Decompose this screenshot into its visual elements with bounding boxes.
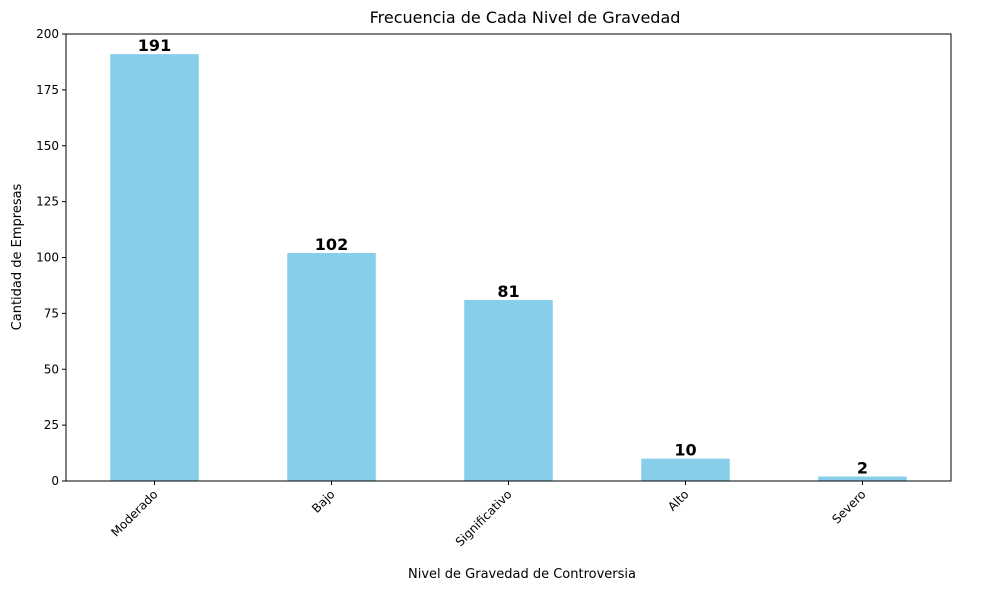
x-tick-label-4: Severo: [829, 487, 868, 526]
bar-3: [641, 458, 730, 481]
y-tick-label-6: 150: [36, 139, 59, 153]
data-label-0: 191: [138, 36, 171, 55]
chart-title: Frecuencia de Cada Nivel de Gravedad: [370, 8, 681, 27]
y-tick-label-3: 75: [44, 306, 59, 320]
y-tick-label-8: 200: [36, 27, 59, 41]
bar-0: [110, 54, 199, 482]
x-tick-label-3: Alto: [665, 487, 692, 514]
data-label-3: 10: [674, 441, 696, 460]
y-axis-label: Cantidad de Empresas: [10, 183, 25, 330]
y-tick-label-2: 50: [44, 362, 59, 376]
y-tick-label-0: 0: [51, 474, 59, 488]
y-tick-label-7: 175: [36, 83, 59, 97]
y-tick-label-5: 125: [36, 195, 59, 209]
y-tick-label-1: 25: [44, 418, 59, 432]
x-tick-label-1: Bajo: [309, 487, 337, 515]
data-label-2: 81: [497, 282, 519, 301]
x-tick-label-0: Moderado: [108, 487, 160, 539]
x-axis: Moderado Bajo Significativo Alto Severo: [108, 481, 869, 549]
x-tick-label-2: Significativo: [453, 487, 515, 549]
data-label-1: 102: [315, 235, 348, 254]
x-axis-label: Nivel de Gravedad de Controversia: [408, 567, 636, 582]
data-label-4: 2: [857, 459, 868, 478]
bar-1: [287, 253, 376, 481]
y-tick-label-4: 100: [36, 251, 59, 265]
bar-4: [818, 476, 907, 481]
bars-layer: [110, 54, 907, 482]
y-axis: 0 25 50 75 100 125 150 175 200: [36, 27, 66, 488]
bar-2: [464, 299, 553, 481]
plot-frame: [65, 33, 952, 482]
